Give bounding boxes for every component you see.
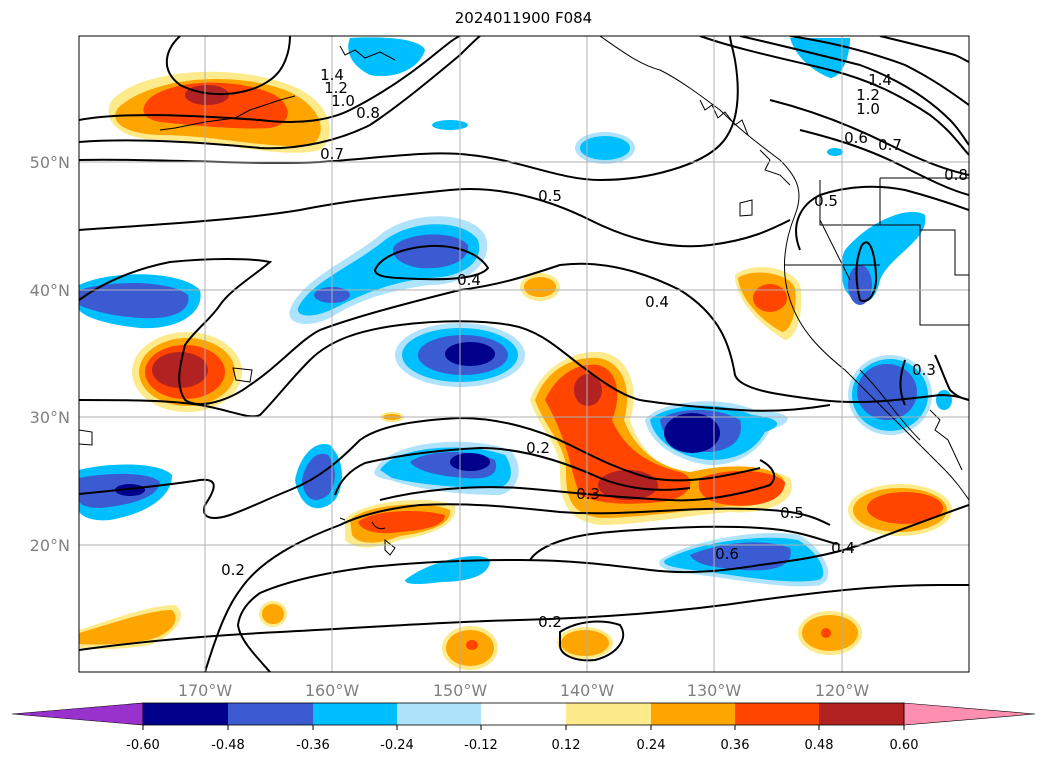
lon-label: 160°W: [305, 681, 360, 700]
lon-label: 170°W: [178, 681, 233, 700]
colorbar-segment: [397, 703, 481, 725]
contour-label: 0.7: [320, 145, 344, 163]
coastline: [79, 36, 969, 556]
colorbar-segment: [313, 703, 397, 725]
colorbar-tick-label: 0.48: [805, 738, 834, 753]
contour-label: 1.4: [868, 71, 892, 89]
colorbar-tick-label: 0.12: [552, 738, 581, 753]
colorbar-tick-label: 0.60: [890, 738, 919, 753]
anomaly-shading: [79, 37, 952, 670]
contour-label: 0.8: [356, 104, 380, 122]
lat-label: 30°N: [30, 408, 70, 427]
contour-label: 0.4: [645, 293, 669, 311]
colorbar-segment: [819, 703, 904, 725]
contour-lines: [79, 36, 969, 672]
colorbar-segment: [566, 703, 651, 725]
contour-label: 0.7: [878, 136, 902, 154]
contour-label: 1.0: [331, 92, 355, 110]
contour-label: 1.2: [324, 79, 348, 97]
colorbar-tick-label: -0.36: [296, 738, 330, 753]
lat-label: 40°N: [30, 281, 70, 300]
latitude-labels: 50°N 40°N 30°N 20°N: [30, 153, 70, 555]
lon-label: 150°W: [433, 681, 488, 700]
colorbar-tick-label: -0.12: [464, 738, 498, 753]
lon-label: 130°W: [687, 681, 742, 700]
contour-label: 1.0: [856, 100, 880, 118]
colorbar-segment: [481, 703, 566, 725]
contour-label: 0.2: [538, 613, 562, 631]
contour-label: 0.6: [715, 545, 739, 563]
contour-label: 0.5: [538, 187, 562, 205]
colorbar-segment: [735, 703, 819, 725]
colorbar-segment: [651, 703, 735, 725]
colorbar-tick-label: 0.24: [637, 738, 666, 753]
map-title: 2024011900 F084: [454, 9, 593, 27]
contour-label: 0.5: [814, 192, 838, 210]
contour-label: 0.2: [526, 439, 550, 457]
colorbar-segment: [143, 703, 228, 725]
colorbar-tick-label: -0.48: [211, 738, 245, 753]
contour-label: 0.8: [944, 166, 968, 184]
colorbar: -0.60 -0.48 -0.36 -0.24 -0.12 0.12 0.24 …: [11, 702, 1036, 753]
lat-label: 50°N: [30, 153, 70, 172]
contour-label: 0.4: [457, 271, 481, 289]
contour-label: 0.4: [831, 539, 855, 557]
contour-label: 0.3: [576, 485, 600, 503]
contour-label: 0.2: [221, 561, 245, 579]
contour-label: 1.4: [320, 66, 344, 84]
colorbar-tick-label: 0.36: [721, 738, 750, 753]
map-border: [78, 35, 970, 673]
lat-label: 20°N: [30, 536, 70, 555]
colorbar-tick-label: -0.60: [126, 738, 160, 753]
longitude-labels: 170°W 160°W 150°W 140°W 130°W 120°W: [178, 681, 870, 700]
graticule: [79, 36, 969, 672]
contour-label: 0.3: [912, 361, 936, 379]
contour-label: 1.2: [856, 86, 880, 104]
colorbar-extend-right: [903, 702, 1036, 726]
lon-label: 140°W: [560, 681, 615, 700]
contour-label: 0.5: [780, 504, 804, 522]
colorbar-segment: [228, 703, 313, 725]
contour-label: 0.6: [844, 129, 868, 147]
colorbar-extend-left: [11, 702, 144, 726]
lon-label: 120°W: [815, 681, 870, 700]
colorbar-tick-label: -0.24: [380, 738, 414, 753]
contour-label-group: 1.4 1.2 1.0 0.8 0.7 0.5 0.4 0.4 0.2 0.3 …: [221, 66, 968, 631]
